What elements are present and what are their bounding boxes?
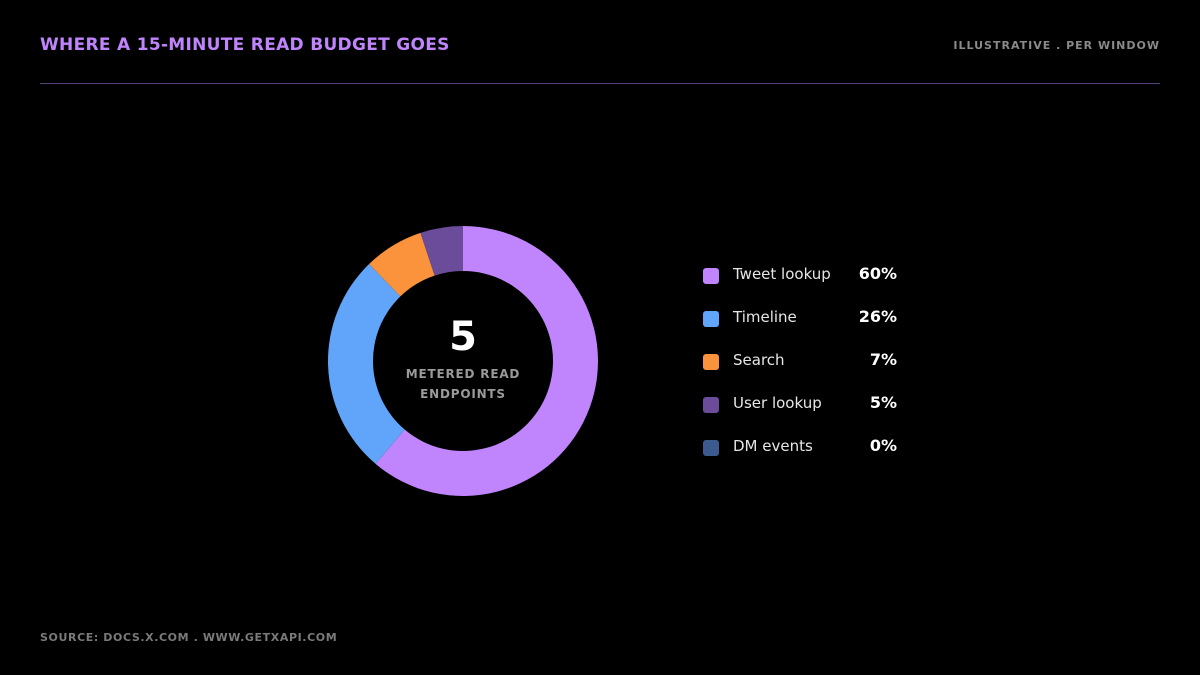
chart-subtitle: ILLUSTRATIVE . PER WINDOW (953, 39, 1160, 52)
chart-title: WHERE A 15-MINUTE READ BUDGET GOES (40, 35, 450, 55)
donut-center-label-line2: ENDPOINTS (420, 387, 506, 401)
donut-slice-timeline (327, 264, 405, 464)
legend-item-search: Search 7% (703, 346, 903, 389)
legend-value: 7% (869, 350, 897, 369)
legend-swatch (703, 311, 719, 327)
legend-item-timeline: Timeline 26% (703, 303, 903, 346)
legend-value: 5% (869, 393, 897, 412)
donut-slice-tweet-lookup (375, 226, 598, 496)
legend-label: Timeline (733, 308, 797, 326)
legend-label: Tweet lookup (733, 265, 831, 283)
legend-label: DM events (733, 437, 813, 455)
header-divider (40, 83, 1160, 84)
chart-legend: Tweet lookup 60% Timeline 26% Search 7% User l… (703, 260, 903, 475)
legend-value: 26% (858, 307, 897, 326)
legend-item-dm-events: DM events 0% (703, 432, 903, 475)
legend-swatch (703, 440, 719, 456)
legend-item-tweet-lookup: Tweet lookup 60% (703, 260, 903, 303)
donut-slices (327, 226, 598, 496)
source-note: SOURCE: DOCS.X.COM . WWW.GETXAPI.COM (40, 631, 338, 644)
legend-value: 0% (869, 436, 897, 455)
legend-swatch (703, 397, 719, 413)
legend-swatch (703, 354, 719, 370)
legend-swatch (703, 268, 719, 284)
donut-center-label: METERED READ ENDPOINTS (383, 364, 543, 404)
donut-center-value: 5 (449, 314, 477, 360)
donut-center-label-line1: METERED READ (405, 367, 521, 381)
legend-label: Search (733, 351, 785, 369)
legend-item-user-lookup: User lookup 5% (703, 389, 903, 432)
donut-chart (327, 226, 598, 496)
legend-label: User lookup (733, 394, 822, 412)
donut-slice-search (369, 232, 435, 297)
donut-slice-user-lookup (420, 226, 463, 276)
legend-value: 60% (858, 264, 897, 283)
